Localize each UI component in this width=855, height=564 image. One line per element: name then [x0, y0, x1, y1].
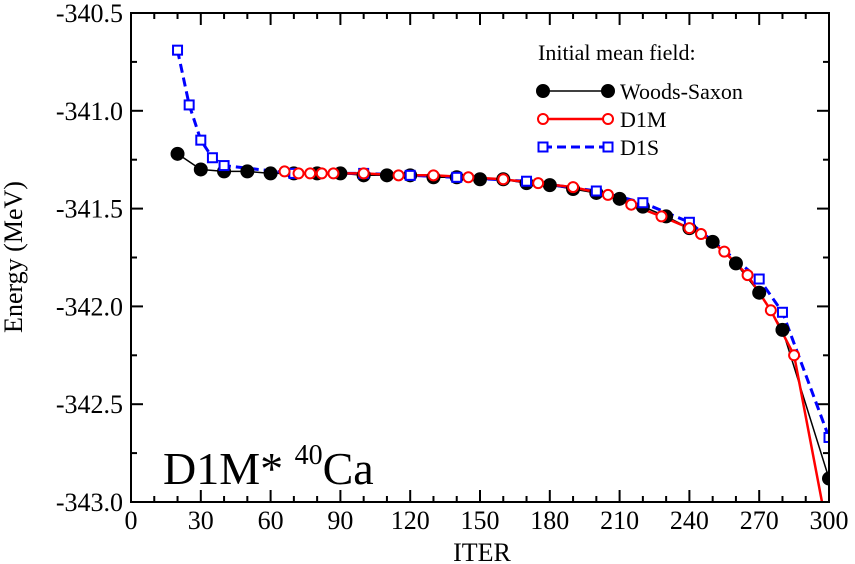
- annotation-element: Ca: [323, 443, 374, 494]
- data-point-d1m: [315, 167, 328, 180]
- data-point-woods-saxon: [379, 168, 394, 183]
- data-point-woods-saxon: [263, 166, 278, 181]
- legend-label-woods-saxon: Woods-Saxon: [620, 79, 743, 104]
- data-point-d1s: [451, 171, 463, 183]
- x-tick-label: 30: [188, 506, 214, 535]
- x-axis-title: ITER: [453, 538, 511, 564]
- legend-marker-woods-saxon: [601, 84, 615, 98]
- data-point-d1s: [206, 152, 218, 164]
- plot-area: [170, 44, 829, 502]
- x-tick-label: 0: [125, 506, 138, 535]
- data-point-woods-saxon: [542, 178, 557, 193]
- nucleus-annotation: D1M* 40Ca: [163, 440, 374, 494]
- data-point-d1s: [218, 160, 230, 172]
- data-point-d1s: [823, 431, 829, 443]
- data-point-d1m: [497, 173, 510, 186]
- legend-marker-d1m: [602, 113, 614, 125]
- y-tick-label: -343.0: [56, 488, 123, 517]
- tick-labels: 0 30 60 90 120 150 180 210 240 270 300 -343.0 -342.5…: [56, 0, 849, 535]
- y-axis-title: Energy (MeV): [0, 181, 28, 333]
- data-point-d1s: [521, 175, 533, 187]
- annotation-main: D1M*: [163, 443, 295, 494]
- data-point-d1m: [462, 171, 475, 184]
- legend-marker-d1m: [537, 113, 549, 125]
- data-point-woods-saxon: [193, 162, 208, 177]
- legend-title: Initial mean field:: [538, 40, 696, 65]
- data-point-d1m: [292, 167, 305, 180]
- x-tick-label: 90: [327, 506, 353, 535]
- x-tick-label: 180: [530, 506, 569, 535]
- data-point-woods-saxon: [822, 471, 829, 486]
- data-point-d1m: [683, 222, 696, 235]
- data-point-woods-saxon: [612, 191, 627, 206]
- data-point-d1s: [776, 306, 788, 318]
- x-tick-label: 210: [600, 506, 639, 535]
- x-tick-label: 60: [258, 506, 284, 535]
- data-point-d1s: [590, 185, 602, 197]
- data-point-d1m: [695, 228, 708, 241]
- x-tick-label: 120: [391, 506, 430, 535]
- data-point-woods-saxon: [705, 234, 720, 249]
- data-point-d1s: [183, 99, 195, 111]
- y-tick-label: -342.5: [56, 390, 123, 419]
- data-point-d1m: [567, 181, 580, 194]
- data-point-d1m: [357, 167, 370, 180]
- y-tick-label: -341.5: [56, 195, 123, 224]
- data-point-d1m: [392, 169, 405, 182]
- legend-marker-d1s: [537, 141, 549, 153]
- data-point-d1s: [637, 197, 649, 209]
- data-point-woods-saxon: [775, 322, 790, 337]
- data-point-woods-saxon: [240, 164, 255, 179]
- legend-label-d1m: D1M: [620, 107, 666, 132]
- legend-marker-woods-saxon: [536, 84, 550, 98]
- plot-frame: [130, 12, 830, 503]
- data-point-d1m: [788, 349, 801, 362]
- x-tick-label: 240: [670, 506, 709, 535]
- data-point-d1m: [718, 245, 731, 258]
- data-point-d1s: [404, 169, 416, 181]
- data-point-d1m: [741, 269, 754, 282]
- data-point-d1m: [625, 198, 638, 211]
- x-tick-label: 270: [740, 506, 779, 535]
- data-point-d1m: [601, 188, 614, 201]
- legend-label-d1s: D1S: [620, 135, 659, 160]
- data-point-d1m: [278, 165, 291, 178]
- data-point-woods-saxon: [170, 146, 185, 161]
- y-tick-label: -340.5: [56, 0, 123, 28]
- data-point-d1s: [172, 44, 184, 56]
- data-point-d1m: [764, 304, 777, 317]
- data-point-d1m: [304, 167, 317, 180]
- data-point-d1s: [753, 273, 765, 285]
- data-point-woods-saxon: [728, 256, 743, 271]
- annotation-superscript: 40: [295, 440, 323, 471]
- y-tick-label: -341.0: [56, 97, 123, 126]
- x-tick-label: 300: [810, 506, 849, 535]
- data-point-d1m: [532, 177, 545, 190]
- data-point-woods-saxon: [473, 172, 487, 187]
- legend: Initial mean field: Woods-Saxon D1M D1S: [536, 40, 743, 160]
- data-point-d1m: [427, 169, 440, 182]
- x-tick-label: 150: [461, 506, 500, 535]
- data-point-d1s: [195, 134, 207, 146]
- data-point-d1m: [655, 210, 668, 223]
- data-point-woods-saxon: [752, 285, 767, 300]
- y-tick-label: -342.0: [56, 292, 123, 321]
- data-point-d1m: [327, 167, 340, 180]
- legend-marker-d1s: [602, 141, 614, 153]
